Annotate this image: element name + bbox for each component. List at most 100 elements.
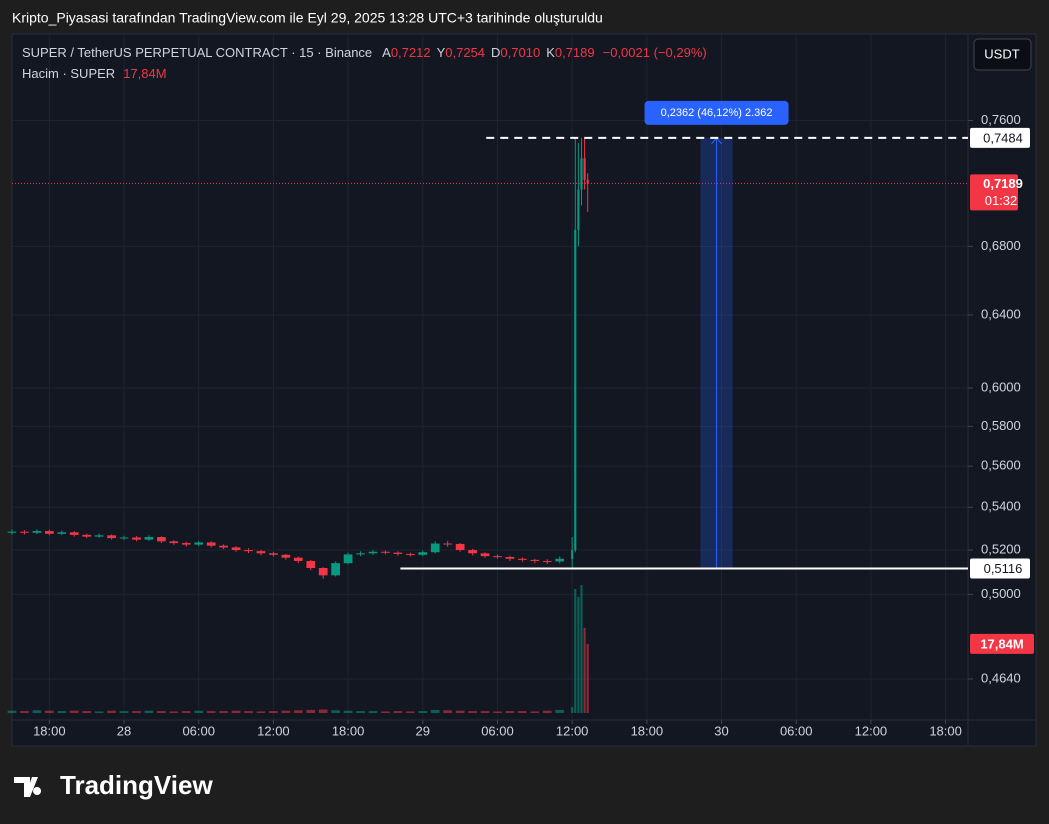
candle-body (107, 535, 116, 539)
volume-bar (405, 711, 415, 713)
countdown-label: 01:32 (985, 193, 1018, 208)
volume-bar (181, 711, 191, 713)
volume-bar (583, 627, 586, 713)
candle-body (574, 229, 577, 551)
volume-bar (574, 589, 577, 713)
volume-bar (518, 711, 527, 713)
candle-body (356, 553, 365, 555)
legend-value: 0,7254 (445, 45, 485, 60)
caption: Kripto_Piyasasi tarafından TradingView.c… (12, 10, 603, 26)
volume-bar (144, 710, 154, 713)
grid: 0,7600 0,6800 0,6400 0,6000 0,5800 0,5600 0,54… (12, 35, 1021, 738)
volume-bar (480, 711, 490, 713)
candle-body (331, 563, 341, 576)
candle-body (281, 554, 291, 558)
measure-label-box (644, 100, 789, 125)
volume-bar (530, 711, 540, 713)
volume-bar (57, 711, 67, 713)
brand-icon (14, 777, 42, 797)
candle-body (580, 158, 583, 190)
candle-body (542, 560, 552, 562)
volume-bar (331, 710, 341, 713)
candle-body (94, 535, 104, 537)
x-tick-label: 18:00 (332, 723, 365, 738)
volume-bar (381, 711, 390, 713)
volume-bar (107, 710, 116, 713)
y-tick-label: 0,5800 (981, 418, 1021, 433)
candle-body (480, 553, 490, 557)
candle-body (293, 557, 303, 561)
candle-body (231, 547, 241, 551)
volume-bar (343, 710, 353, 713)
volume-bar (244, 711, 253, 713)
candle-body (518, 558, 527, 560)
candle-body (44, 531, 54, 534)
plot (7, 137, 589, 713)
candle-body (505, 557, 515, 559)
horizontal-line-label: 0,5116 (984, 561, 1023, 576)
candle-body (493, 556, 502, 558)
candle-body (206, 542, 216, 546)
volume-bar (20, 711, 29, 713)
volume-bar (281, 710, 291, 713)
volume-bar (269, 711, 278, 713)
currency-button-label[interactable]: USDT (984, 46, 1019, 61)
x-tick-label: 06:00 (481, 723, 514, 738)
volume-title-value: 17,84M (123, 66, 166, 81)
x-tick-label: 12:00 (257, 723, 290, 738)
volume-bar (256, 711, 266, 713)
candle-body (555, 558, 565, 562)
volume-bar (577, 596, 580, 713)
candle-body (530, 559, 540, 561)
legend-change: −0,0021 (−0,29%) (603, 45, 707, 60)
legend-key: K (546, 45, 555, 60)
volume-bar (44, 710, 54, 713)
candle-body (468, 550, 477, 554)
volume-bar (318, 709, 328, 713)
legend-value: 0,7212 (391, 45, 431, 60)
candle-body (82, 534, 92, 537)
volume-bar (493, 711, 502, 713)
volume-bar (430, 709, 440, 713)
volume-legend: Hacim · SUPER 17,84M (22, 66, 167, 81)
candle-body (20, 531, 29, 533)
measure-label: 0,2362 (46,12%) 2.362 (661, 107, 773, 119)
volume-bar (231, 710, 241, 713)
volume-marker-box (970, 633, 1034, 654)
volume-bar (69, 710, 79, 713)
horizontal-line-label-box (970, 558, 1030, 579)
x-tick-label: 18:00 (33, 723, 66, 738)
x-tick-label: 29 (416, 723, 430, 738)
last-price-box (970, 174, 1018, 211)
x-tick-label: 18:00 (631, 723, 664, 738)
candle-body (586, 179, 589, 184)
x-tick-label: 06:00 (780, 723, 813, 738)
candle-body (430, 543, 440, 553)
horizontal-line-label-box (970, 127, 1030, 148)
candle-body (119, 537, 129, 539)
volume-bar (571, 707, 574, 713)
legend-value: 0,7010 (500, 45, 540, 60)
y-tick-label: 0,6000 (981, 379, 1021, 394)
candle-body (269, 553, 278, 555)
y-tick-label: 0,5200 (981, 541, 1021, 556)
candle-body (318, 568, 328, 576)
volume-bar (580, 585, 583, 713)
horizontal-line-label: 0,7484 (983, 130, 1023, 145)
y-tick-label: 0,4640 (981, 670, 1021, 685)
candle-body (157, 537, 166, 542)
candle-body (583, 158, 586, 180)
x-tick-label: 06:00 (182, 723, 215, 738)
volume-bar (443, 710, 453, 713)
candle-body (455, 543, 465, 551)
candle-body (7, 531, 17, 533)
currency-button[interactable] (973, 38, 1032, 71)
x-tick-label: 12:00 (855, 723, 888, 738)
volume-bar (94, 711, 104, 713)
volume-bar (157, 711, 166, 713)
volume-bar (306, 709, 316, 713)
candle-body (194, 542, 204, 545)
chart-panel (11, 33, 1037, 747)
y-tick-label: 0,5400 (981, 499, 1021, 514)
